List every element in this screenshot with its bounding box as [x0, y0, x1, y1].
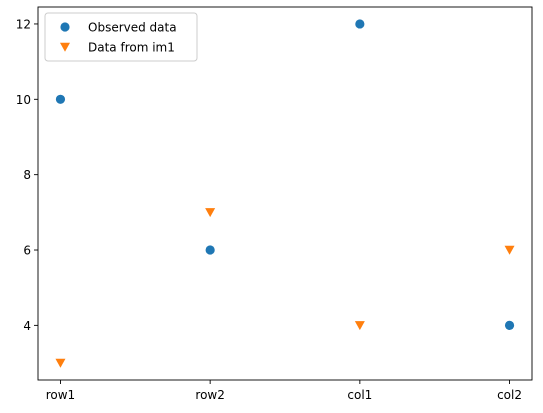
data-point-series-2: [504, 245, 515, 255]
y-tick-label: 8: [23, 168, 31, 182]
legend: Observed data Data from im1: [44, 12, 198, 62]
y-tick-label: 4: [23, 319, 31, 333]
data-point-series-2: [354, 321, 365, 331]
legend-marker: [60, 22, 70, 32]
y-tick-label: 12: [16, 17, 31, 31]
plot-frame: [37, 6, 533, 381]
data-point-series-2: [55, 358, 66, 368]
data-marks: [55, 19, 515, 368]
y-axis: 4 6 8 10 12: [16, 17, 38, 333]
data-point-series-1: [205, 245, 215, 255]
legend-marker: [60, 42, 70, 52]
x-tick-label: col1: [347, 388, 372, 402]
x-tick-label: row1: [46, 388, 75, 402]
y-tick-label: 10: [16, 93, 31, 107]
data-point-series-2: [205, 208, 216, 218]
data-point-series-1: [55, 94, 66, 104]
legend-box: [44, 12, 198, 62]
legend-label: Data from im1: [88, 41, 175, 55]
x-tick-label: row2: [195, 388, 224, 402]
data-point-series-1: [355, 19, 365, 29]
x-axis: row1 row2 col1 col2: [46, 380, 522, 402]
y-tick-label: 6: [23, 244, 31, 258]
legend-label: Observed data: [88, 21, 177, 35]
x-tick-label: col2: [497, 388, 522, 402]
data-point-series-1: [504, 320, 515, 330]
